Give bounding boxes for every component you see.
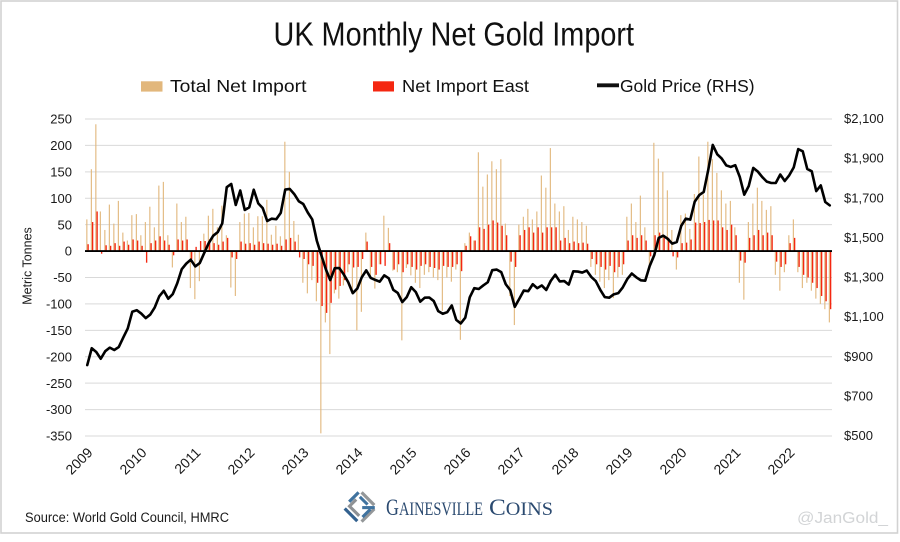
svg-text:-250: -250 xyxy=(46,376,72,391)
svg-text:-150: -150 xyxy=(46,323,72,338)
svg-text:COINS: COINS xyxy=(489,495,553,520)
svg-text:Gold Price (RHS): Gold Price (RHS) xyxy=(620,76,755,96)
svg-text:$2,100: $2,100 xyxy=(844,111,884,126)
svg-text:$500: $500 xyxy=(844,428,873,443)
svg-text:UK Monthly Net Gold Import: UK Monthly Net Gold Import xyxy=(274,16,635,53)
svg-text:GAINESVILLE: GAINESVILLE xyxy=(386,495,483,520)
svg-text:$1,100: $1,100 xyxy=(844,309,884,324)
svg-text:200: 200 xyxy=(50,138,72,153)
svg-text:Total Net Import: Total Net Import xyxy=(170,76,307,96)
svg-text:$1,500: $1,500 xyxy=(844,230,884,245)
svg-text:Net Import East: Net Import East xyxy=(402,76,529,96)
svg-text:$700: $700 xyxy=(844,388,873,403)
svg-text:50: 50 xyxy=(58,217,72,232)
svg-text:$900: $900 xyxy=(844,349,873,364)
svg-text:$1,300: $1,300 xyxy=(844,270,884,285)
svg-text:-350: -350 xyxy=(46,429,72,444)
svg-text:Source: World Gold Council, HM: Source: World Gold Council, HMRC xyxy=(25,510,229,525)
svg-text:-200: -200 xyxy=(46,349,72,364)
svg-text:250: 250 xyxy=(50,112,72,127)
svg-text:$1,700: $1,700 xyxy=(844,190,884,205)
svg-text:0: 0 xyxy=(65,244,72,259)
svg-text:-100: -100 xyxy=(46,297,72,312)
svg-text:Metric Tonnes: Metric Tonnes xyxy=(21,227,35,305)
svg-text:100: 100 xyxy=(50,191,72,206)
svg-text:@JanGold_: @JanGold_ xyxy=(797,510,888,527)
svg-text:150: 150 xyxy=(50,164,72,179)
svg-text:-50: -50 xyxy=(53,270,72,285)
svg-text:-300: -300 xyxy=(46,402,72,417)
svg-text:$1,900: $1,900 xyxy=(844,151,884,166)
